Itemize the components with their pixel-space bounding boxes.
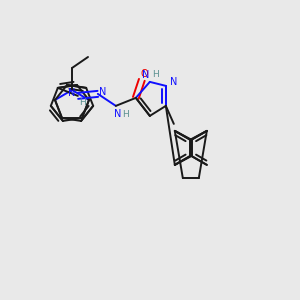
Text: H: H (152, 70, 159, 80)
Text: H: H (122, 110, 129, 119)
Text: O: O (140, 69, 148, 79)
Text: H: H (80, 98, 86, 107)
Text: N: N (142, 70, 149, 80)
Text: N: N (99, 87, 106, 97)
Text: N: N (114, 109, 122, 119)
Text: N: N (68, 88, 76, 98)
Text: N: N (170, 77, 178, 87)
